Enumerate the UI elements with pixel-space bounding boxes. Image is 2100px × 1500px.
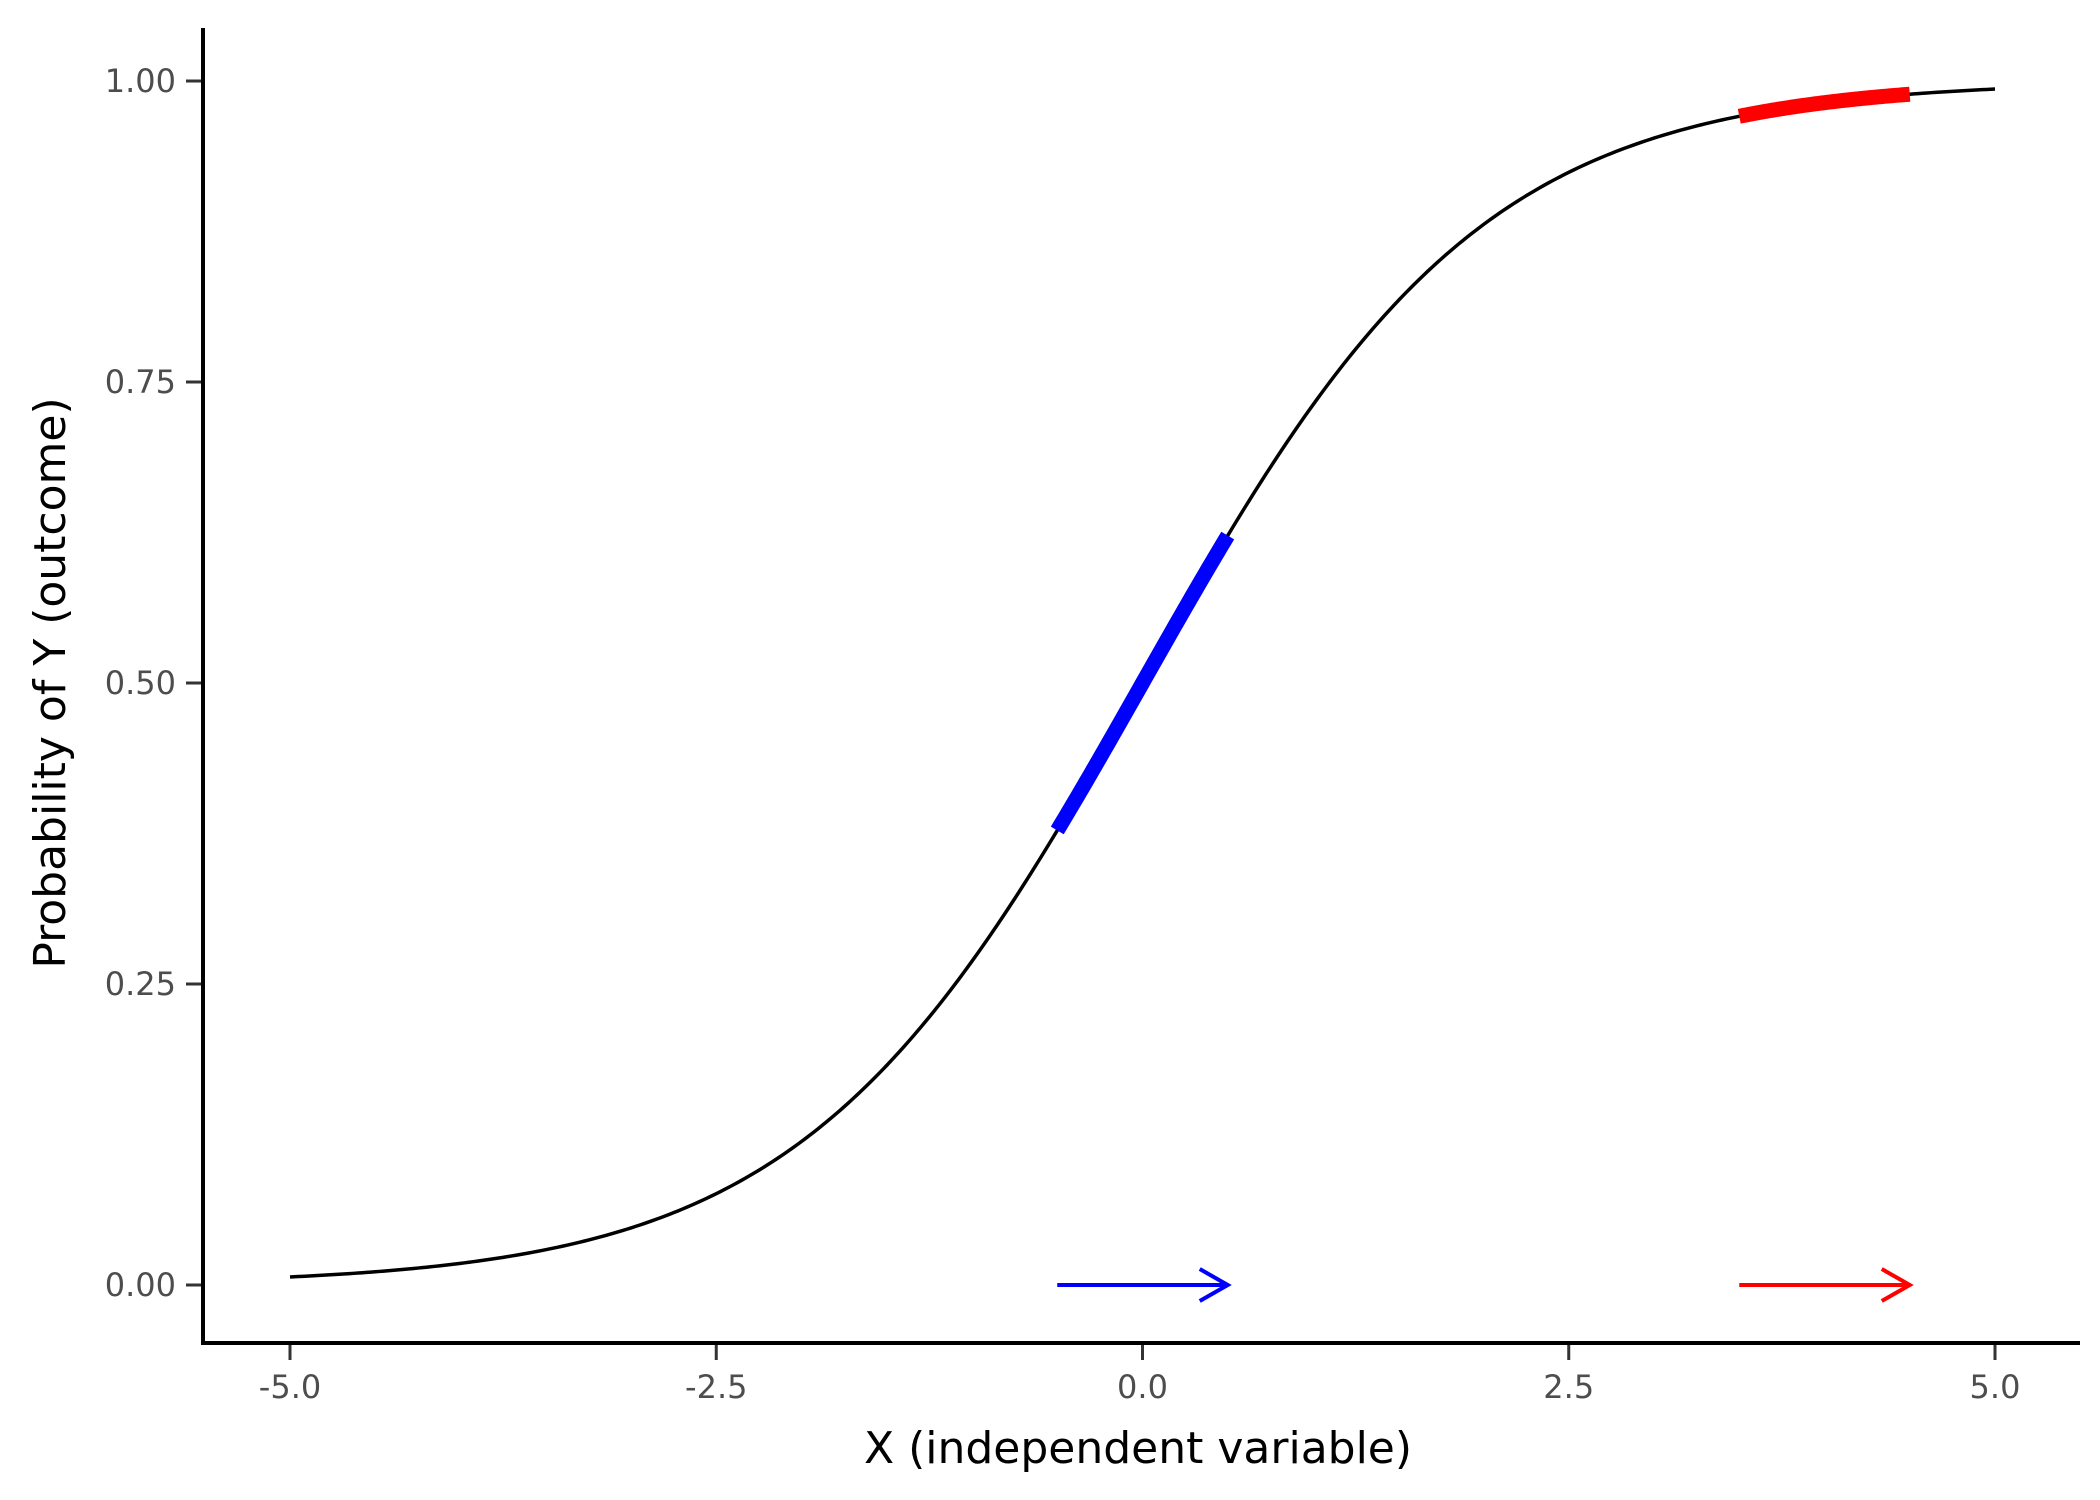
x-tick-label: -2.5 bbox=[685, 1368, 747, 1406]
plot-area bbox=[289, 86, 1996, 1303]
arrow-head-1 bbox=[1880, 1267, 1914, 1303]
y-tick-label: 0.00 bbox=[105, 1266, 176, 1304]
y-tick-label: 0.25 bbox=[105, 965, 176, 1003]
y-tick-label: 1.00 bbox=[105, 62, 176, 100]
y-tick-label: 0.75 bbox=[105, 363, 176, 401]
x-axis-ticks: -5.0 -2.5 0.0 2.5 5.0 bbox=[259, 1345, 2021, 1406]
x-axis-title: X (independent variable) bbox=[864, 1423, 1412, 1474]
y-axis-title: Probability of Y (outcome) bbox=[25, 397, 76, 968]
x-tick-label: 5.0 bbox=[1970, 1368, 2021, 1406]
highlight-segment-0 bbox=[1050, 531, 1235, 835]
y-tick-label: 0.50 bbox=[105, 664, 176, 702]
highlight-segment-1 bbox=[1737, 86, 1911, 124]
y-axis-ticks: 0.00 0.25 0.50 0.75 1.00 bbox=[105, 62, 201, 1304]
x-tick-label: 0.0 bbox=[1117, 1368, 1168, 1406]
x-tick-label: 2.5 bbox=[1543, 1368, 1594, 1406]
arrow-head-0 bbox=[1198, 1267, 1232, 1303]
x-tick-label: -5.0 bbox=[259, 1368, 321, 1406]
